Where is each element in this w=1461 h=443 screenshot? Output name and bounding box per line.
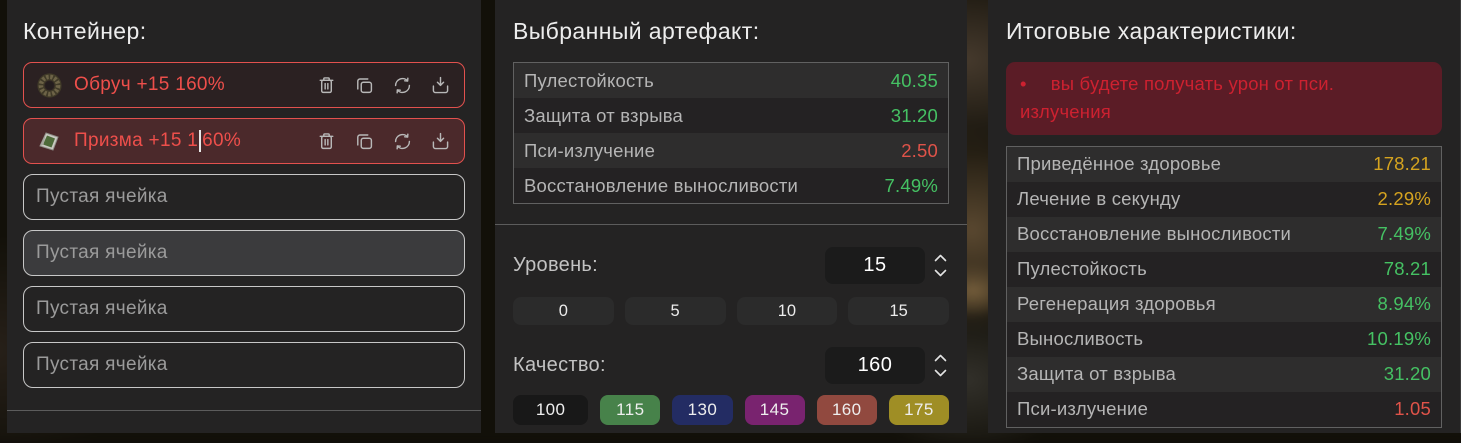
totals-panel: Итоговые характеристики: • вы будете полу… <box>988 0 1461 433</box>
quality-preset-160[interactable]: 160 <box>816 395 877 425</box>
stat-value: 31.20 <box>890 104 938 126</box>
trash-icon[interactable] <box>315 130 338 153</box>
quality-preset-145[interactable]: 145 <box>744 395 805 425</box>
warning-bullet-icon: • <box>1020 73 1027 94</box>
stat-row: Пси-излучение 1.05 <box>1007 391 1441 427</box>
copy-icon[interactable] <box>353 130 376 153</box>
stat-value: 7.49% <box>884 174 938 196</box>
level-control: Уровень: 15 <box>513 247 949 284</box>
prism-artifact-icon <box>39 131 59 151</box>
artifact-slot-prizma[interactable]: Призма +15 1 60% <box>23 118 465 164</box>
artifact-name-editing[interactable]: Призма +15 1 60% <box>74 130 242 152</box>
stat-row: Восстановление выносливости 7.49% <box>514 168 948 203</box>
level-label: Уровень: <box>513 254 598 276</box>
quality-presets: 100 115 130 145 160 175 <box>513 395 949 425</box>
stat-row: Выносливость 10.19% <box>1007 321 1441 357</box>
trash-icon[interactable] <box>315 74 338 97</box>
stat-value: 7.49% <box>1377 223 1431 244</box>
level-preset-0[interactable]: 0 <box>513 297 614 325</box>
empty-slot-1[interactable]: Пустая ячейка <box>23 174 465 220</box>
save-icon[interactable] <box>429 74 452 97</box>
copy-icon[interactable] <box>353 74 376 97</box>
container-panel: Контейнер: Обруч +15 160% Призма +15 1 60… <box>7 0 481 433</box>
stat-value: 2.29% <box>1377 188 1431 209</box>
stat-row: Пси-излучение 2.50 <box>514 133 948 168</box>
quality-decrement-button[interactable] <box>932 367 949 380</box>
level-presets: 0 5 10 15 <box>513 297 949 325</box>
psi-damage-warning: • вы будете получать урон от пси. излучени… <box>1006 62 1442 135</box>
level-preset-10[interactable]: 10 <box>736 297 838 325</box>
level-preset-5[interactable]: 5 <box>624 297 726 325</box>
refresh-icon[interactable] <box>391 74 414 97</box>
level-preset-15[interactable]: 15 <box>848 297 949 325</box>
stat-row: Защита от взрыва 31.20 <box>514 98 948 133</box>
artifact-stats-table: Пулестойкость 40.35 Защита от взрыва 31.… <box>513 62 949 204</box>
stat-value: 10.19% <box>1367 328 1431 349</box>
totals-stats-table: Приведённое здоровье 178.21 Лечение в се… <box>1006 145 1442 428</box>
quality-preset-100[interactable]: 100 <box>513 395 589 425</box>
stat-value: 31.20 <box>1383 363 1431 384</box>
quality-preset-130[interactable]: 130 <box>672 395 733 425</box>
stat-row: Лечение в секунду 2.29% <box>1007 181 1441 217</box>
totals-title: Итоговые характеристики: <box>1006 18 1297 44</box>
level-input[interactable]: 15 <box>825 247 925 284</box>
stat-value: 2.50 <box>901 139 938 161</box>
quality-label: Качество: <box>513 354 606 376</box>
quality-input[interactable]: 160 <box>825 347 925 384</box>
selected-artifact-title: Выбранный артефакт: <box>513 18 760 44</box>
stat-row: Приведённое здоровье 178.21 <box>1007 146 1441 182</box>
quality-preset-175[interactable]: 175 <box>888 395 949 425</box>
stat-value: 78.21 <box>1383 258 1431 279</box>
selected-artifact-panel: Выбранный артефакт: Пулестойкость 40.35 … <box>495 0 967 433</box>
artifact-slot-obruch[interactable]: Обруч +15 160% <box>23 62 465 108</box>
stat-row: Пулестойкость 78.21 <box>1007 251 1441 287</box>
stat-row: Восстановление выносливости 7.49% <box>1007 216 1441 252</box>
empty-slot-2[interactable]: Пустая ячейка <box>23 230 465 276</box>
empty-slot-4[interactable]: Пустая ячейка <box>23 342 465 388</box>
stat-row: Пулестойкость 40.35 <box>514 63 948 98</box>
quality-increment-button[interactable] <box>932 351 949 364</box>
level-decrement-button[interactable] <box>932 267 949 280</box>
panel-divider <box>495 224 967 225</box>
quality-preset-115[interactable]: 115 <box>600 395 661 425</box>
artifact-actions <box>315 74 452 97</box>
quality-control: Качество: 160 <box>513 347 949 384</box>
stat-value: 1.05 <box>1394 398 1431 419</box>
refresh-icon[interactable] <box>391 130 414 153</box>
empty-slot-3[interactable]: Пустая ячейка <box>23 286 465 332</box>
text-caret <box>199 130 202 152</box>
artifact-actions <box>315 130 452 153</box>
stat-row: Защита от взрыва 31.20 <box>1007 356 1441 392</box>
artifact-name: Обруч +15 160% <box>74 74 225 95</box>
stat-value: 40.35 <box>890 69 938 91</box>
ring-artifact-icon <box>37 72 62 98</box>
stat-value: 8.94% <box>1377 293 1431 314</box>
level-increment-button[interactable] <box>932 251 949 264</box>
container-panel-title: Контейнер: <box>23 18 147 44</box>
stat-value: 178.21 <box>1373 153 1431 174</box>
panel-divider <box>7 410 481 411</box>
stat-row: Регенерация здоровья 8.94% <box>1007 286 1441 322</box>
save-icon[interactable] <box>429 130 452 153</box>
